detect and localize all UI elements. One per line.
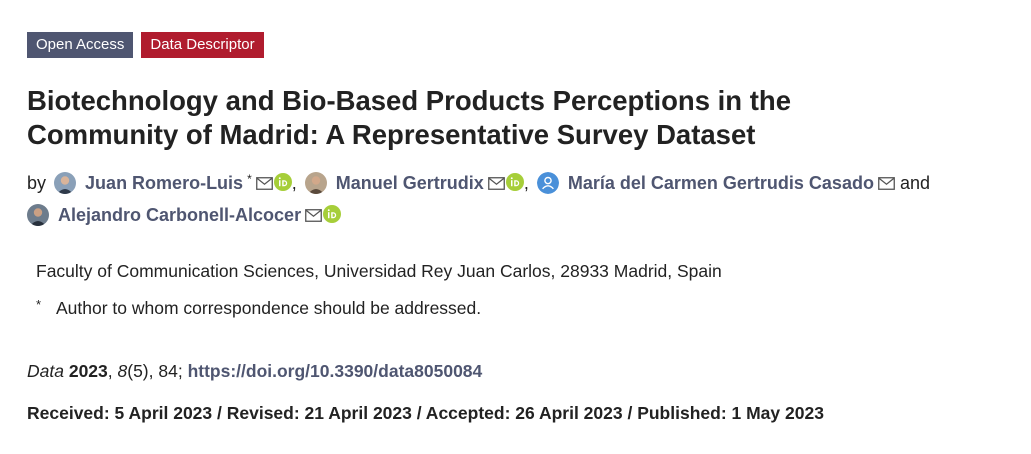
- mail-icon[interactable]: [487, 169, 505, 199]
- mail-icon[interactable]: [255, 169, 273, 199]
- citation-volume: 8: [117, 361, 128, 381]
- author-name[interactable]: María del Carmen Gertrudis Casado: [567, 173, 874, 193]
- correspondence-text: Author to whom correspondence should be …: [56, 298, 482, 318]
- author-name[interactable]: Alejandro Carbonell-Alcocer: [58, 205, 302, 225]
- author-1: Juan Romero-Luis * ,: [51, 172, 302, 194]
- doi-link[interactable]: https://doi.org/10.3390/data8050084: [187, 361, 483, 381]
- article-title-line-1: Biotechnology and Bio-Based Products Per…: [27, 85, 791, 116]
- badge-row: Open Access Data Descriptor: [27, 32, 1017, 58]
- affiliations: Faculty of Communication Sciences, Unive…: [27, 254, 1017, 325]
- corresponding-author-mark: *: [247, 172, 252, 186]
- article-type-badge[interactable]: Data Descriptor: [141, 32, 264, 58]
- author-avatar[interactable]: [54, 172, 77, 194]
- author-3: María del Carmen Gertrudis Casado: [534, 172, 900, 194]
- author-list: by Juan Romero-Luis *: [27, 164, 1017, 232]
- correspondence-note: * Author to whom correspondence should be…: [36, 288, 1017, 325]
- journal-name: Data: [27, 361, 64, 381]
- author-avatar[interactable]: [304, 172, 327, 194]
- open-access-badge[interactable]: Open Access: [27, 32, 134, 58]
- mail-icon[interactable]: [305, 201, 322, 231]
- article-header: Open Access Data Descriptor Biotechnolog…: [27, 32, 1017, 425]
- article-title-line-2: Community of Madrid: A Representative Su…: [27, 119, 756, 150]
- mail-icon[interactable]: [878, 169, 895, 199]
- orcid-icon[interactable]: [505, 170, 524, 200]
- orcid-icon[interactable]: [273, 170, 292, 200]
- orcid-icon[interactable]: [323, 202, 342, 232]
- article-title: Biotechnology and Bio-Based Products Per…: [27, 84, 1017, 152]
- correspondence-mark: *: [36, 297, 42, 312]
- and-label: and: [899, 173, 931, 193]
- citation-line: Data 2023, 8(5), 84; https://doi.org/10.…: [27, 361, 483, 381]
- author-avatar-placeholder[interactable]: [536, 172, 559, 194]
- author-avatar[interactable]: [27, 204, 49, 226]
- affiliation-line: Faculty of Communication Sciences, Unive…: [36, 261, 722, 281]
- author-name[interactable]: Manuel Gertrudix: [335, 173, 484, 193]
- author-2: Manuel Gertrudix ,: [302, 172, 534, 194]
- citation-year: 2023: [68, 361, 108, 381]
- by-label: by: [27, 173, 47, 193]
- citation-issue-pages: (5), 84;: [127, 361, 188, 381]
- author-name[interactable]: Juan Romero-Luis: [85, 173, 244, 193]
- author-4: Alejandro Carbonell-Alcocer: [27, 204, 342, 226]
- publication-dates: Received: 5 April 2023 / Revised: 21 Apr…: [27, 403, 824, 423]
